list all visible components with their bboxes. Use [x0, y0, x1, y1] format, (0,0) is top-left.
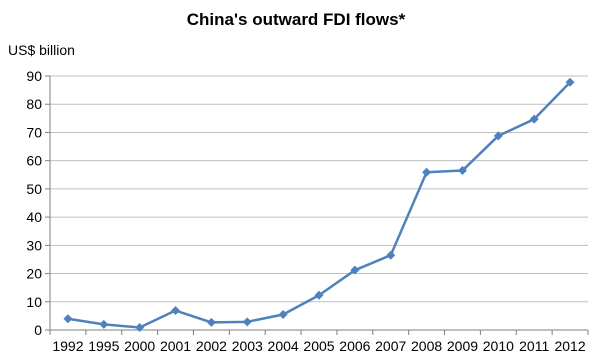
data-point	[422, 167, 432, 177]
y-axis-unit-label: US$ billion	[8, 42, 75, 58]
y-tick-label: 80	[26, 96, 42, 112]
data-point	[529, 114, 539, 124]
y-tick-label: 70	[26, 124, 42, 140]
data-point	[99, 319, 109, 329]
x-tick-label: 2010	[483, 338, 514, 354]
x-tick-label: 2012	[554, 338, 585, 354]
x-tick-label: 2006	[339, 338, 370, 354]
data-point	[457, 166, 467, 176]
y-tick-label: 30	[26, 237, 42, 253]
x-tick-label: 2011	[519, 338, 549, 354]
x-tick-label: 2003	[232, 338, 263, 354]
x-tick-label: 2008	[411, 338, 442, 354]
y-tick-label: 10	[26, 294, 42, 310]
y-tick-label: 40	[26, 209, 42, 225]
data-point	[278, 309, 288, 319]
y-tick-label: 90	[26, 68, 42, 84]
data-point	[242, 317, 252, 327]
x-tick-label: 2004	[268, 338, 299, 354]
data-point	[386, 250, 396, 260]
data-point	[314, 290, 324, 300]
data-point	[493, 131, 503, 141]
x-tick-label: 2007	[375, 338, 406, 354]
x-tick-label: 2002	[196, 338, 227, 354]
x-tick-label: 2009	[447, 338, 478, 354]
x-tick-label: 2000	[124, 338, 155, 354]
data-point	[350, 265, 360, 275]
gridlines	[50, 75, 588, 303]
chart-title: China's outward FDI flows*	[186, 10, 406, 29]
data-point	[135, 322, 145, 332]
x-tick-label: 2005	[303, 338, 334, 354]
data-point	[565, 77, 575, 87]
data-point	[63, 314, 73, 324]
series-line	[67, 81, 571, 329]
x-tick-label: 2001	[160, 338, 191, 354]
series-group	[63, 77, 575, 332]
y-tick-label: 60	[26, 153, 42, 169]
x-tick-label: 1992	[52, 338, 83, 354]
y-axis-ticks: 0 10 20 30 40 50 60 70 80 90	[26, 68, 50, 338]
y-tick-label: 20	[26, 266, 42, 282]
data-point	[171, 306, 181, 316]
x-axis-ticks: 1992 1995 2000 2001 2002 2003 2004 2005 2006 2007…	[49, 330, 589, 354]
y-tick-label: 50	[26, 181, 42, 197]
x-tick-label: 1995	[88, 338, 119, 354]
y-tick-label: 0	[34, 322, 42, 338]
data-point	[206, 317, 216, 327]
